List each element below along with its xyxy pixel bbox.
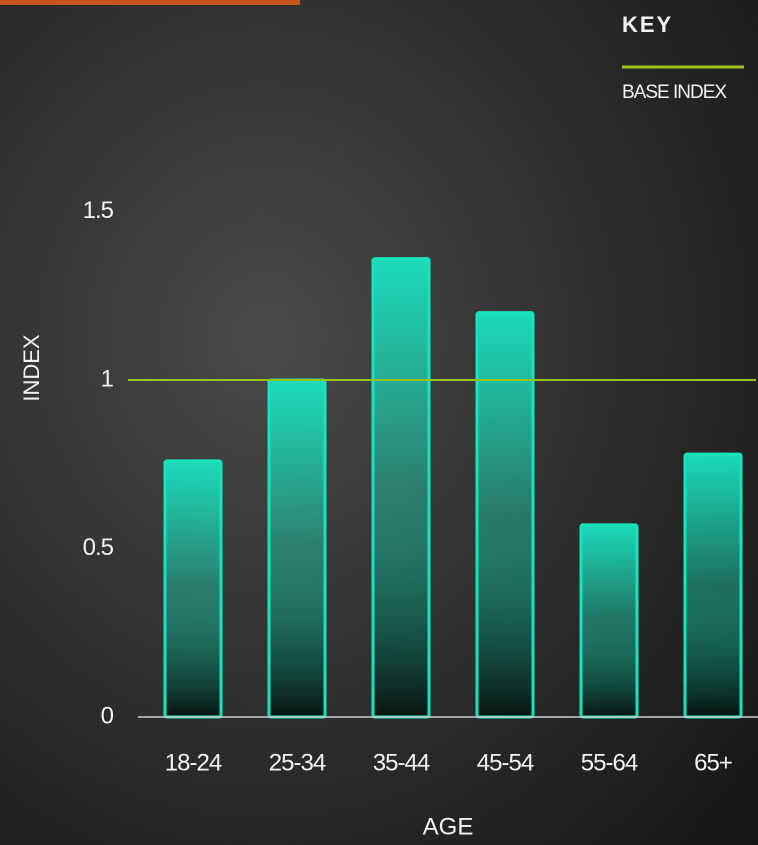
x-tick-label: 35-44 [373,749,430,776]
top-accent [0,0,300,5]
y-tick-label: 1 [101,365,114,392]
bar [267,378,327,719]
x-tick-label: 25-34 [269,749,326,776]
bar [683,452,743,719]
x-tick-label: 45-54 [477,749,534,776]
legend-title: KEY [622,12,673,37]
y-tick-label: 0 [101,702,114,729]
bar [579,523,639,719]
x-tick-label: 18-24 [165,749,222,776]
bar [371,257,431,719]
y-axis-label: INDEX [19,334,44,402]
x-tick-label: 65+ [694,749,732,776]
legend-label: BASE INDEX [622,82,727,103]
x-axis-label: AGE [423,813,474,840]
y-tick-label: 1.5 [83,197,114,224]
y-tick-label: 0.5 [83,534,114,561]
bar [475,311,535,719]
x-tick-label: 55-64 [581,749,638,776]
bar [163,459,223,719]
